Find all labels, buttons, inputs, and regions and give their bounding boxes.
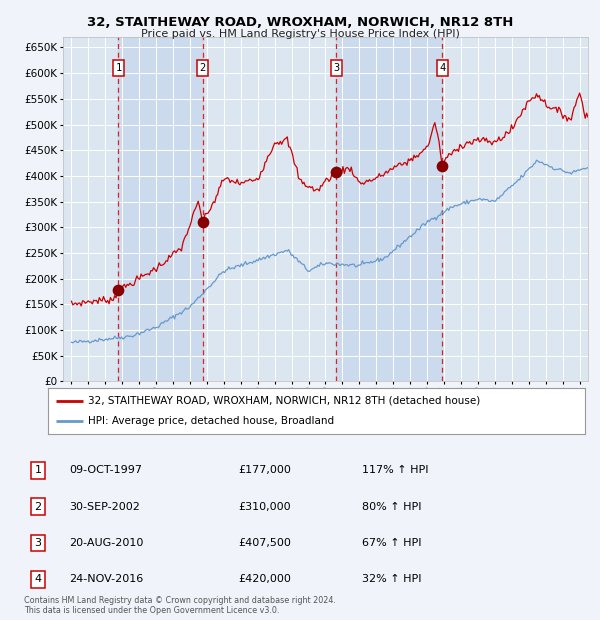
Text: 32% ↑ HPI: 32% ↑ HPI (362, 574, 422, 584)
Text: 80% ↑ HPI: 80% ↑ HPI (362, 502, 422, 512)
Text: 3: 3 (333, 63, 340, 73)
Bar (118, 37, 203, 381)
Text: 2: 2 (200, 63, 206, 73)
Text: 67% ↑ HPI: 67% ↑ HPI (362, 538, 422, 548)
Text: 1: 1 (115, 63, 122, 73)
Text: £407,500: £407,500 (238, 538, 291, 548)
Text: 4: 4 (439, 63, 445, 73)
Text: 3: 3 (35, 538, 41, 548)
Point (113, 285, 123, 295)
Text: 32, STAITHEWAY ROAD, WROXHAM, NORWICH, NR12 8TH: 32, STAITHEWAY ROAD, WROXHAM, NORWICH, N… (87, 16, 513, 29)
Text: 1: 1 (35, 465, 41, 475)
Text: Contains HM Land Registry data © Crown copyright and database right 2024.
This d: Contains HM Land Registry data © Crown c… (24, 596, 336, 615)
Point (198, 217, 208, 227)
Text: 24-NOV-2016: 24-NOV-2016 (69, 574, 143, 584)
Text: 09-OCT-1997: 09-OCT-1997 (69, 465, 142, 475)
Text: HPI: Average price, detached house, Broadland: HPI: Average price, detached house, Broa… (88, 417, 334, 427)
Text: 32, STAITHEWAY ROAD, WROXHAM, NORWICH, NR12 8TH (detached house): 32, STAITHEWAY ROAD, WROXHAM, NORWICH, N… (88, 396, 481, 405)
Text: 117% ↑ HPI: 117% ↑ HPI (362, 465, 429, 475)
Text: 20-AUG-2010: 20-AUG-2010 (69, 538, 143, 548)
Text: £310,000: £310,000 (238, 502, 291, 512)
Point (437, 161, 447, 171)
Text: 30-SEP-2002: 30-SEP-2002 (69, 502, 140, 512)
Text: £420,000: £420,000 (238, 574, 291, 584)
Text: 2: 2 (35, 502, 41, 512)
Point (332, 167, 341, 177)
Bar (337, 37, 442, 381)
Text: 4: 4 (35, 574, 41, 584)
Text: Price paid vs. HM Land Registry's House Price Index (HPI): Price paid vs. HM Land Registry's House … (140, 29, 460, 39)
Text: £177,000: £177,000 (238, 465, 291, 475)
